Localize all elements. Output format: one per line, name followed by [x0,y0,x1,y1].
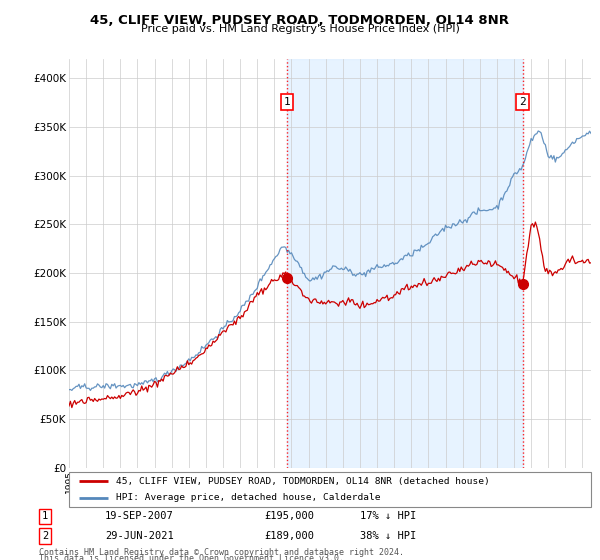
Text: HPI: Average price, detached house, Calderdale: HPI: Average price, detached house, Cald… [116,493,380,502]
FancyBboxPatch shape [69,472,591,507]
Text: Contains HM Land Registry data © Crown copyright and database right 2024.: Contains HM Land Registry data © Crown c… [39,548,404,557]
Text: 1: 1 [42,511,48,521]
Text: Price paid vs. HM Land Registry's House Price Index (HPI): Price paid vs. HM Land Registry's House … [140,24,460,34]
Text: 1: 1 [283,97,290,107]
Text: £195,000: £195,000 [264,511,314,521]
Text: 19-SEP-2007: 19-SEP-2007 [105,511,174,521]
Text: 2: 2 [519,97,526,107]
Text: 17% ↓ HPI: 17% ↓ HPI [360,511,416,521]
Bar [287,59,523,468]
Text: 45, CLIFF VIEW, PUDSEY ROAD, TODMORDEN, OL14 8NR: 45, CLIFF VIEW, PUDSEY ROAD, TODMORDEN, … [91,14,509,27]
Text: £189,000: £189,000 [264,531,314,541]
Text: This data is licensed under the Open Government Licence v3.0.: This data is licensed under the Open Gov… [39,554,344,560]
Text: 45, CLIFF VIEW, PUDSEY ROAD, TODMORDEN, OL14 8NR (detached house): 45, CLIFF VIEW, PUDSEY ROAD, TODMORDEN, … [116,477,490,486]
Text: 38% ↓ HPI: 38% ↓ HPI [360,531,416,541]
Text: 2: 2 [42,531,48,541]
Text: 29-JUN-2021: 29-JUN-2021 [105,531,174,541]
